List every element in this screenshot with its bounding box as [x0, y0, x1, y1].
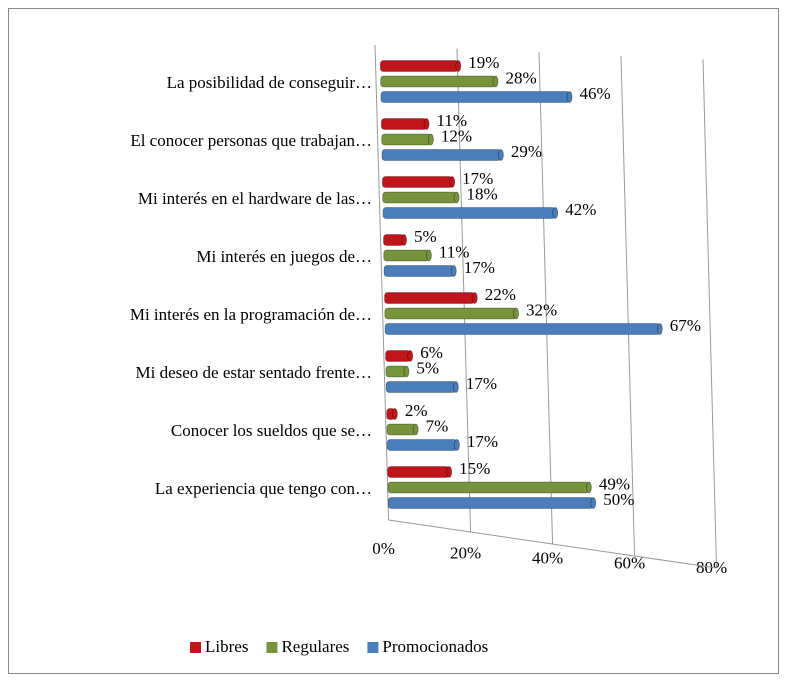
bar-cap: [590, 497, 597, 509]
data-label: 5%: [416, 358, 439, 377]
legend-label: Regulares: [281, 637, 349, 656]
legend-swatch: [190, 642, 201, 653]
y-tick-label: Mi interés en juegos de…: [196, 247, 372, 266]
data-label: 29%: [511, 142, 542, 161]
data-label: 32%: [526, 300, 557, 319]
bar-cap: [425, 249, 432, 262]
grid-line: [456, 48, 472, 533]
bar: [383, 249, 430, 262]
bar-cap: [449, 176, 456, 188]
bar: [382, 207, 556, 219]
bar: [387, 481, 590, 494]
y-tick-label: La posibilidad de conseguir…: [167, 73, 372, 92]
bar: [380, 91, 570, 103]
bar-cap: [407, 350, 414, 362]
data-label: 15%: [459, 459, 490, 478]
bar: [383, 265, 455, 277]
bar-cap: [492, 75, 499, 88]
bar-cap: [401, 234, 407, 246]
bar-cap: [412, 423, 419, 436]
y-tick-label: Mi interés en el hardware de las…: [138, 189, 372, 208]
bar: [382, 191, 457, 204]
bar: [384, 323, 661, 335]
bar-cap: [566, 91, 573, 103]
x-tick-label: 20%: [450, 544, 481, 563]
data-label: 19%: [468, 53, 499, 72]
bar-cap: [585, 481, 592, 494]
y-tick-label: El conocer personas que trabajan…: [130, 131, 372, 150]
data-label: 50%: [603, 490, 634, 509]
bar: [385, 365, 407, 378]
bar-cap: [471, 292, 478, 304]
data-label: 11%: [437, 111, 468, 130]
bar: [382, 176, 453, 188]
bar: [381, 149, 502, 161]
data-label: 17%: [464, 258, 495, 277]
y-tick-label: Mi deseo de estar sentado frente…: [136, 363, 373, 382]
data-label: 42%: [565, 200, 596, 219]
bar-cap: [428, 133, 434, 146]
bar-cap: [446, 466, 453, 478]
data-label: 28%: [505, 68, 536, 87]
bar-cap: [497, 149, 504, 161]
x-tick-label: 40%: [532, 549, 563, 568]
x-tick-label: 60%: [614, 553, 645, 572]
legend-label: Promocionados: [382, 637, 488, 656]
bar-cap: [552, 207, 559, 219]
bar: [379, 60, 459, 72]
y-tick-label: Mi interés en la programación de…: [130, 305, 372, 324]
grid-line: [702, 59, 718, 569]
bar: [381, 133, 432, 146]
data-label: 22%: [485, 285, 516, 304]
chart-border: [8, 8, 779, 674]
x-tick-label: 0%: [372, 539, 395, 558]
grid-line: [538, 52, 554, 545]
bar-cap: [453, 191, 460, 204]
bar-cap: [455, 60, 462, 72]
data-label: 5%: [414, 227, 437, 246]
grid-line: [620, 55, 636, 557]
bar: [386, 423, 417, 436]
data-label: 46%: [580, 84, 611, 103]
data-label: 67%: [670, 316, 701, 335]
bar-cap: [403, 365, 410, 378]
legend-swatch: [367, 642, 379, 653]
data-label: 18%: [467, 184, 498, 203]
data-label: 17%: [466, 374, 497, 393]
data-label: 49%: [599, 474, 630, 493]
legend-label: Libres: [205, 637, 248, 656]
bar: [387, 497, 594, 509]
y-tick-label: Conocer los sueldos que se…: [171, 421, 372, 440]
bar-cap: [453, 439, 460, 451]
bar-cap: [391, 408, 398, 420]
bar-cap: [513, 307, 519, 320]
data-label: 12%: [441, 126, 472, 145]
bar-cap: [450, 265, 457, 277]
data-label: 17%: [467, 432, 498, 451]
data-label: 2%: [405, 401, 428, 420]
legend-swatch: [266, 642, 278, 653]
grid-line: [374, 44, 390, 521]
bar-cap: [656, 323, 663, 335]
bar: [380, 75, 496, 88]
bar: [386, 439, 458, 451]
bar-cap: [452, 381, 459, 393]
data-label: 7%: [426, 416, 449, 435]
data-label: 11%: [439, 242, 470, 261]
axis-floor: [388, 519, 717, 569]
data-label: 6%: [420, 343, 443, 362]
bar: [384, 307, 517, 320]
bar: [385, 381, 457, 393]
bar: [384, 292, 476, 304]
bar: [387, 466, 450, 478]
data-label: 17%: [462, 169, 493, 188]
y-tick-label: La experiencia que tengo con…: [155, 479, 372, 498]
bar: [381, 118, 427, 130]
bar: [383, 234, 405, 246]
bar-cap: [423, 118, 430, 130]
bar: [385, 350, 411, 362]
